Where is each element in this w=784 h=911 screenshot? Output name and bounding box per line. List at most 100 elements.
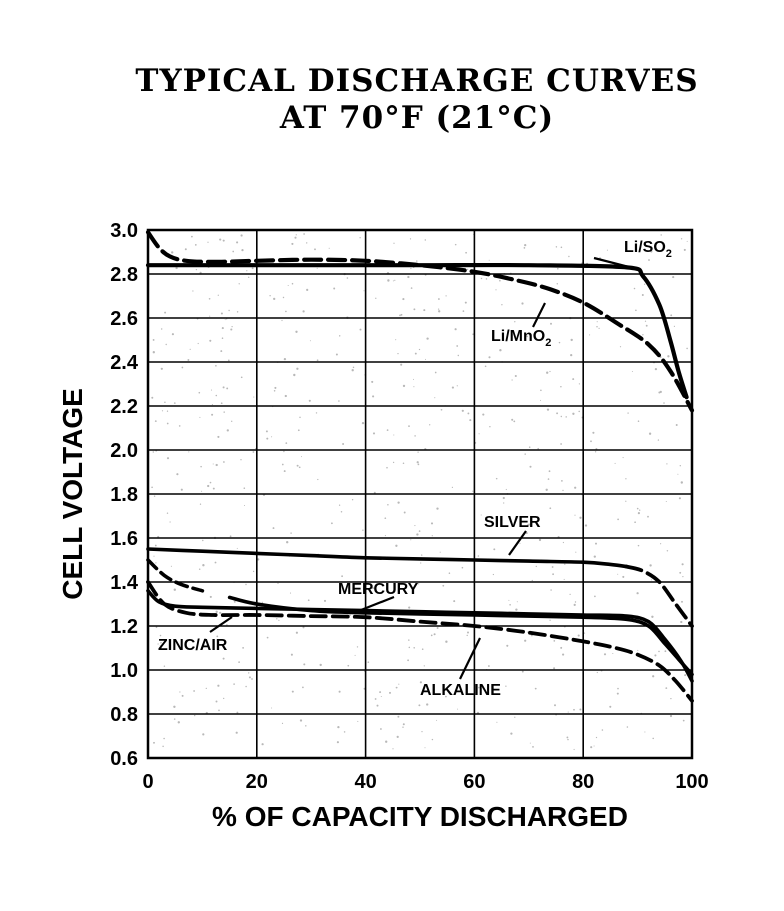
texture-dot xyxy=(550,589,552,591)
texture-dot xyxy=(658,650,660,653)
texture-dot xyxy=(564,563,566,565)
texture-dot xyxy=(589,334,591,336)
texture-dot xyxy=(617,573,619,575)
texture-dot xyxy=(303,233,305,235)
texture-dot xyxy=(384,535,386,537)
texture-dot xyxy=(641,294,644,296)
series-line-zinc-air xyxy=(146,589,694,683)
texture-dot xyxy=(549,507,552,510)
texture-dot xyxy=(338,690,341,693)
texture-dot xyxy=(337,725,340,729)
texture-dot xyxy=(393,434,395,436)
texture-dot xyxy=(392,280,394,282)
texture-dot xyxy=(553,667,556,670)
texture-dot xyxy=(442,584,445,587)
texture-dot xyxy=(387,503,389,506)
texture-dot xyxy=(283,470,286,473)
texture-dot xyxy=(574,486,577,489)
texture-dot xyxy=(277,582,279,585)
texture-dot xyxy=(266,437,269,440)
texture-dot xyxy=(679,465,681,467)
texture-dot xyxy=(205,687,207,690)
texture-dot xyxy=(501,304,503,306)
x-axis-label: % OF CAPACITY DISCHARGED xyxy=(212,801,628,832)
texture-dot xyxy=(359,237,361,239)
texture-dot xyxy=(245,685,247,688)
texture-dot xyxy=(316,267,318,269)
texture-dot xyxy=(625,478,627,480)
texture-dot xyxy=(328,247,330,249)
texture-dot xyxy=(336,741,339,744)
texture-dot xyxy=(163,665,166,667)
texture-dot xyxy=(287,284,289,287)
texture-dot xyxy=(169,521,171,523)
texture-dot xyxy=(416,461,419,464)
texture-dot xyxy=(686,240,688,242)
texture-dot xyxy=(159,634,162,637)
texture-dot xyxy=(394,279,396,281)
texture-dot xyxy=(678,497,681,500)
texture-dot xyxy=(681,563,684,566)
texture-dot xyxy=(583,632,586,634)
texture-dot xyxy=(614,462,616,464)
texture-dot xyxy=(393,242,395,244)
texture-dot xyxy=(650,250,653,253)
texture-dot xyxy=(445,640,448,643)
texture-dot xyxy=(631,370,633,373)
texture-dot xyxy=(395,544,398,547)
texture-dot xyxy=(426,337,429,340)
texture-dot xyxy=(457,354,460,357)
texture-dot xyxy=(663,402,665,404)
chart-title-line-2: AT 70°F (21°C) xyxy=(279,100,554,136)
texture-dot xyxy=(159,646,162,649)
texture-dot xyxy=(375,297,377,299)
texture-dot xyxy=(152,451,155,453)
texture-dot xyxy=(290,532,292,534)
texture-dot xyxy=(417,583,420,585)
texture-dot xyxy=(340,511,343,513)
texture-dot xyxy=(546,371,549,374)
texture-dot xyxy=(466,268,469,271)
texture-dot xyxy=(331,522,333,525)
texture-dot xyxy=(439,551,441,553)
texture-dot xyxy=(660,234,662,236)
texture-dot xyxy=(217,684,220,687)
texture-dot xyxy=(526,524,529,527)
texture-dot xyxy=(299,719,303,722)
texture-dot xyxy=(457,708,459,710)
series-label-silver: SILVER xyxy=(484,514,541,531)
texture-dot xyxy=(574,514,576,516)
texture-dot xyxy=(511,379,513,381)
texture-dot xyxy=(570,338,573,342)
texture-dot xyxy=(466,634,468,637)
texture-dot xyxy=(502,496,505,500)
texture-dot xyxy=(524,639,527,642)
texture-dot xyxy=(240,376,243,379)
texture-dot xyxy=(578,410,580,413)
texture-dot xyxy=(424,358,427,360)
li-mno2-leader xyxy=(532,302,546,328)
texture-dot xyxy=(194,714,196,717)
texture-dot xyxy=(657,439,660,441)
texture-dot xyxy=(317,478,319,481)
texture-dot xyxy=(273,390,276,392)
y-tick-label: 2.8 xyxy=(110,264,138,286)
texture-dot xyxy=(273,297,276,301)
texture-dot xyxy=(319,663,322,667)
texture-dot xyxy=(636,507,639,510)
texture-dot xyxy=(593,745,595,747)
texture-dot xyxy=(515,608,518,611)
texture-dot xyxy=(191,235,193,238)
texture-dot xyxy=(151,396,154,399)
texture-dot xyxy=(448,572,451,574)
texture-dot xyxy=(217,435,220,438)
texture-dot xyxy=(220,350,223,353)
texture-dot xyxy=(227,359,230,362)
x-tick-label: 80 xyxy=(572,771,594,793)
texture-dot xyxy=(649,564,652,567)
texture-dot xyxy=(238,661,240,663)
texture-dot xyxy=(338,504,341,506)
texture-dot xyxy=(493,548,496,551)
texture-dot xyxy=(387,279,390,282)
texture-dot xyxy=(291,242,294,245)
